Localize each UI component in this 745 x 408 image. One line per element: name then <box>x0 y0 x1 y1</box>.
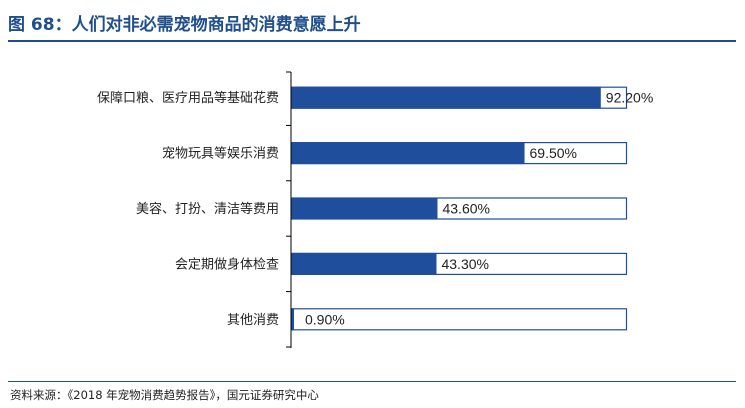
bars-layer <box>290 86 628 331</box>
bar-chart: 保障口粮、医疗用品等基础花费宠物玩具等娱乐消费美容、打扮、清洁等费用会定期做身体… <box>97 71 653 348</box>
category-labels-layer: 保障口粮、医疗用品等基础花费宠物玩具等娱乐消费美容、打扮、清洁等费用会定期做身体… <box>97 90 279 328</box>
value-label: 43.30% <box>441 256 488 272</box>
value-label: 69.50% <box>530 145 577 161</box>
category-label: 会定期做身体检查 <box>175 256 279 272</box>
category-label: 宠物玩具等娱乐消费 <box>162 146 279 162</box>
value-label: 92.20% <box>606 90 653 106</box>
value-label: 43.60% <box>442 201 489 217</box>
category-label: 美容、打扮、清洁等费用 <box>136 201 279 217</box>
figure-title: 图 68：人们对非必需宠物商品的消费意愿上升 <box>8 15 361 35</box>
bar <box>291 197 438 220</box>
title-divider <box>8 40 736 42</box>
bar <box>291 142 525 165</box>
y-axis-layer <box>286 71 292 348</box>
bar <box>291 308 295 331</box>
value-labels-layer: 92.20% 69.50% 43.60% 43.30% 0.90% <box>305 90 653 328</box>
category-label: 其他消费 <box>227 313 279 328</box>
bar <box>291 86 601 109</box>
category-label: 保障口粮、医疗用品等基础花费 <box>97 90 279 106</box>
value-label: 0.90% <box>305 311 345 327</box>
source-note: 资料来源：《2018 年宠物消费趋势报告》，国元证券研究中心 <box>10 388 319 402</box>
footer-divider <box>8 381 736 382</box>
bar <box>291 252 437 275</box>
